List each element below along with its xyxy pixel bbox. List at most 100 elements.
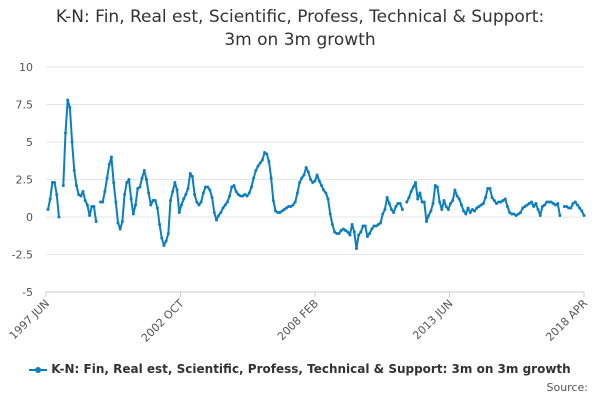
data-point[interactable] bbox=[361, 224, 365, 228]
data-point[interactable] bbox=[140, 176, 144, 180]
data-point[interactable] bbox=[427, 214, 431, 217]
data-point[interactable] bbox=[241, 194, 245, 198]
data-point[interactable] bbox=[389, 208, 393, 211]
data-point[interactable] bbox=[479, 203, 483, 207]
data-point[interactable] bbox=[381, 212, 385, 216]
data-point[interactable] bbox=[551, 202, 555, 205]
data-point[interactable] bbox=[171, 190, 175, 193]
data-point[interactable] bbox=[276, 211, 280, 214]
data-point[interactable] bbox=[508, 211, 512, 214]
data-point[interactable] bbox=[440, 208, 444, 211]
data-point[interactable] bbox=[481, 202, 485, 205]
data-point[interactable] bbox=[405, 200, 409, 204]
data-point[interactable] bbox=[376, 223, 380, 226]
data-point[interactable] bbox=[512, 212, 516, 216]
data-point[interactable] bbox=[70, 140, 74, 144]
data-point[interactable] bbox=[173, 181, 177, 184]
data-point[interactable] bbox=[516, 212, 520, 216]
data-point[interactable] bbox=[573, 200, 577, 204]
data-point[interactable] bbox=[521, 206, 525, 210]
data-point[interactable] bbox=[503, 197, 507, 201]
data-point[interactable] bbox=[302, 173, 306, 177]
data-point[interactable] bbox=[72, 169, 76, 172]
data-point[interactable] bbox=[444, 205, 448, 208]
data-point[interactable] bbox=[420, 200, 424, 204]
data-point[interactable] bbox=[477, 205, 481, 208]
data-point[interactable] bbox=[344, 229, 348, 232]
data-point[interactable] bbox=[357, 233, 361, 237]
data-point[interactable] bbox=[422, 200, 426, 204]
data-point[interactable] bbox=[81, 190, 85, 193]
data-point[interactable] bbox=[53, 181, 57, 184]
data-point[interactable] bbox=[431, 202, 435, 205]
data-point[interactable] bbox=[582, 214, 586, 217]
data-point[interactable] bbox=[127, 178, 131, 181]
data-point[interactable] bbox=[545, 200, 549, 204]
data-point[interactable] bbox=[131, 212, 135, 216]
data-point[interactable] bbox=[267, 160, 271, 163]
data-point[interactable] bbox=[129, 197, 133, 201]
data-point[interactable] bbox=[118, 227, 122, 231]
data-point[interactable] bbox=[210, 196, 214, 199]
data-point[interactable] bbox=[258, 161, 262, 165]
data-point[interactable] bbox=[311, 181, 315, 184]
data-point[interactable] bbox=[346, 230, 350, 234]
data-point[interactable] bbox=[414, 181, 418, 184]
data-point[interactable] bbox=[298, 181, 302, 184]
data-point[interactable] bbox=[462, 209, 466, 213]
data-point[interactable] bbox=[418, 191, 422, 195]
data-point[interactable] bbox=[341, 227, 345, 231]
data-point[interactable] bbox=[565, 205, 568, 208]
data-point[interactable] bbox=[470, 208, 474, 211]
data-point[interactable] bbox=[365, 235, 369, 238]
data-point[interactable] bbox=[228, 194, 232, 198]
data-point[interactable] bbox=[536, 208, 540, 211]
data-point[interactable] bbox=[354, 247, 358, 250]
data-point[interactable] bbox=[188, 172, 192, 175]
data-point[interactable] bbox=[569, 206, 573, 210]
data-point[interactable] bbox=[330, 223, 334, 226]
data-point[interactable] bbox=[464, 212, 468, 216]
data-point[interactable] bbox=[571, 202, 575, 205]
data-point[interactable] bbox=[547, 200, 551, 204]
data-point[interactable] bbox=[94, 220, 98, 223]
data-point[interactable] bbox=[433, 184, 437, 187]
data-point[interactable] bbox=[99, 200, 103, 204]
data-point[interactable] bbox=[289, 205, 293, 208]
data-point[interactable] bbox=[77, 193, 81, 196]
data-point[interactable] bbox=[315, 173, 319, 177]
data-point[interactable] bbox=[234, 190, 238, 193]
data-point[interactable] bbox=[309, 178, 313, 181]
data-point[interactable] bbox=[529, 200, 533, 204]
data-point[interactable] bbox=[169, 199, 173, 202]
data-point[interactable] bbox=[501, 199, 505, 202]
data-point[interactable] bbox=[328, 212, 332, 216]
data-point[interactable] bbox=[372, 224, 376, 228]
data-point[interactable] bbox=[567, 206, 571, 210]
data-point[interactable] bbox=[532, 205, 536, 208]
data-point[interactable] bbox=[446, 208, 450, 211]
data-point[interactable] bbox=[114, 200, 118, 204]
data-point[interactable] bbox=[554, 203, 558, 207]
data-point[interactable] bbox=[282, 208, 286, 211]
data-point[interactable] bbox=[278, 211, 282, 214]
data-point[interactable] bbox=[409, 190, 413, 193]
data-point[interactable] bbox=[475, 206, 479, 210]
data-point[interactable] bbox=[293, 200, 297, 204]
data-point[interactable] bbox=[263, 151, 267, 154]
data-point[interactable] bbox=[370, 227, 374, 231]
data-point[interactable] bbox=[549, 200, 553, 204]
data-point[interactable] bbox=[88, 214, 92, 217]
data-point[interactable] bbox=[505, 205, 509, 208]
data-point[interactable] bbox=[214, 218, 218, 222]
data-point[interactable] bbox=[484, 196, 488, 199]
data-point[interactable] bbox=[66, 98, 70, 102]
data-point[interactable] bbox=[558, 214, 562, 217]
data-point[interactable] bbox=[313, 179, 317, 183]
data-point[interactable] bbox=[291, 203, 295, 207]
data-point[interactable] bbox=[90, 205, 94, 208]
data-point[interactable] bbox=[162, 244, 166, 247]
data-point[interactable] bbox=[540, 205, 544, 208]
data-point[interactable] bbox=[449, 202, 453, 205]
data-point[interactable] bbox=[147, 191, 151, 195]
